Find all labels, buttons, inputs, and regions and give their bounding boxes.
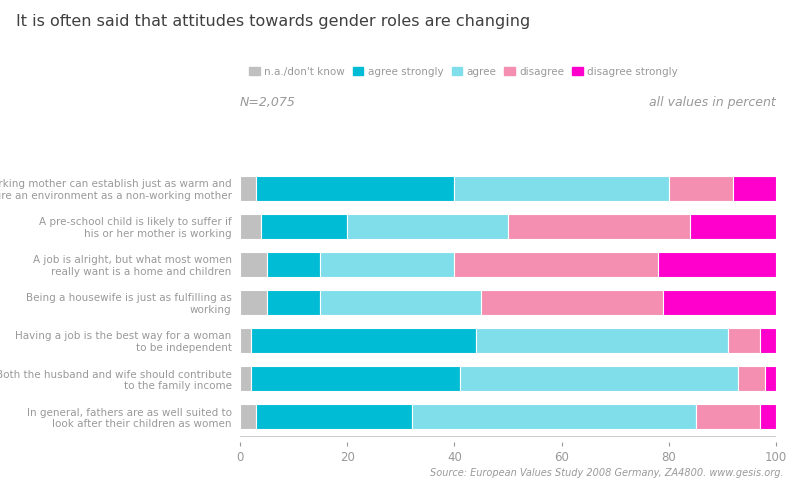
Bar — [760, 328, 776, 353]
Bar — [262, 214, 347, 239]
Text: Source: European Values Study 2008 Germany, ZA4800. www.gesis.org.: Source: European Values Study 2008 Germa… — [430, 468, 784, 478]
Bar — [256, 176, 454, 201]
Bar — [240, 290, 267, 315]
Text: all values in percent: all values in percent — [650, 96, 776, 109]
Bar — [766, 366, 776, 391]
Bar — [696, 404, 760, 429]
Bar — [240, 252, 267, 276]
Bar — [256, 404, 411, 429]
Bar — [240, 328, 250, 353]
Bar — [482, 290, 663, 315]
Bar — [454, 252, 658, 276]
Bar — [320, 252, 454, 276]
Bar — [267, 252, 321, 276]
Bar — [663, 290, 776, 315]
Bar — [738, 366, 766, 391]
Bar — [267, 290, 321, 315]
Text: N=2,075: N=2,075 — [240, 96, 296, 109]
Bar — [240, 214, 262, 239]
Bar — [733, 176, 776, 201]
Bar — [669, 176, 733, 201]
Bar — [250, 366, 460, 391]
Text: It is often said that attitudes towards gender roles are changing: It is often said that attitudes towards … — [16, 14, 530, 29]
Bar — [728, 328, 760, 353]
Bar — [760, 404, 776, 429]
Bar — [454, 176, 669, 201]
Bar — [690, 214, 776, 239]
Bar — [476, 328, 728, 353]
Bar — [508, 214, 690, 239]
Legend: n.a./don't know, agree strongly, agree, disagree, disagree strongly: n.a./don't know, agree strongly, agree, … — [246, 63, 682, 81]
Bar — [460, 366, 738, 391]
Bar — [250, 328, 476, 353]
Bar — [411, 404, 696, 429]
Bar — [658, 252, 776, 276]
Bar — [240, 404, 256, 429]
Bar — [347, 214, 508, 239]
Bar — [240, 366, 250, 391]
Bar — [320, 290, 482, 315]
Bar — [240, 176, 256, 201]
